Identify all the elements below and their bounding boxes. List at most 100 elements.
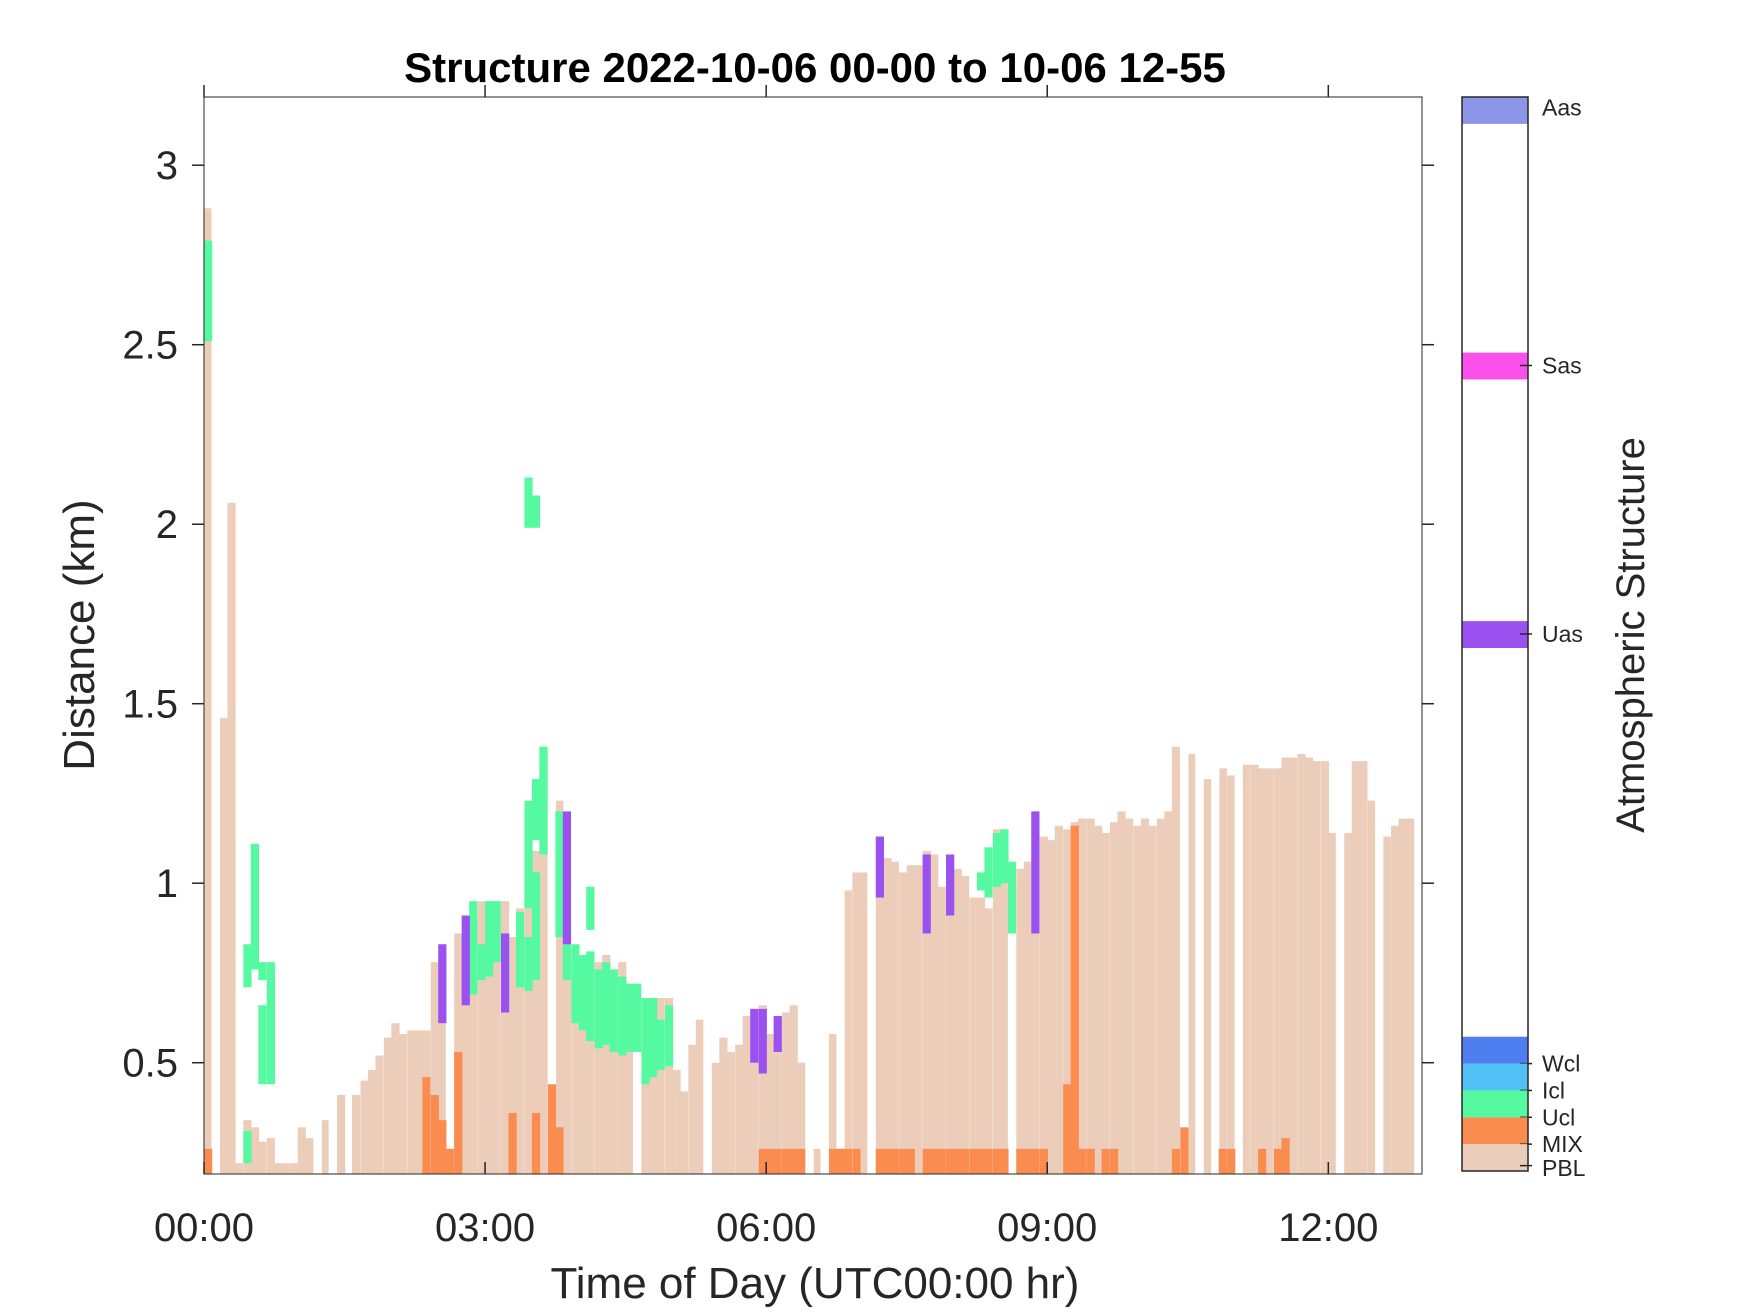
ucl-cell (266, 962, 275, 1085)
colorbar-swatch-aas (1462, 97, 1528, 124)
pbl-cell (1078, 818, 1087, 1174)
pbl-cell (1086, 818, 1095, 1174)
pbl-cell (227, 502, 236, 1174)
ucl-cell (243, 1130, 252, 1164)
mix-cell (852, 1148, 861, 1174)
missing-data-gap (1195, 97, 1204, 1174)
pbl-cell (922, 850, 931, 1174)
missing-data-gap (313, 97, 322, 1174)
mix-cell (1070, 825, 1079, 1174)
uas-cell (946, 854, 955, 916)
pbl-cell (501, 901, 510, 1174)
pbl-cell (485, 919, 494, 1174)
pbl-cell (1140, 818, 1150, 1174)
colorbar-label-uas: Uas (1542, 621, 1583, 647)
mix-cell (555, 1127, 564, 1174)
pbl-cell (656, 998, 665, 1174)
mix-cell (1063, 1084, 1072, 1174)
ucl-cell (578, 955, 587, 1031)
ucl-cell (258, 962, 267, 981)
pbl-cell (953, 868, 962, 1174)
pbl-cell (383, 1037, 393, 1174)
mix-cell (1180, 1127, 1189, 1174)
ucl-cell (1007, 861, 1017, 934)
mix-cell (1101, 1148, 1110, 1174)
pbl-cell (992, 829, 1002, 1174)
colorbar-label-mix: MIX (1542, 1131, 1583, 1157)
ucl-cell (625, 983, 634, 1052)
pbl-cell (1391, 825, 1400, 1174)
mix-cell (969, 1148, 978, 1174)
mix-cell (930, 1148, 939, 1174)
mix-cell (992, 1148, 1002, 1174)
uas-cell (758, 1008, 767, 1074)
colorbar-label-aas: Aas (1542, 95, 1582, 121)
pbl-cell (469, 915, 478, 1174)
pbl-cell (984, 908, 993, 1174)
pbl-cell (742, 1016, 751, 1174)
mix-cell (766, 1148, 775, 1174)
pbl-cell (234, 1163, 244, 1174)
ucl-cell (516, 911, 525, 988)
ucl-cell (485, 901, 494, 977)
ucl-cell (609, 969, 618, 1052)
missing-data-gap (805, 97, 814, 1174)
pbl-cell (664, 998, 674, 1174)
pbl-cell (1288, 757, 1298, 1174)
uas-cell (1031, 811, 1040, 934)
pbl-cell (305, 1138, 314, 1174)
mix-cell (922, 1148, 931, 1174)
pbl-cell (1023, 861, 1033, 1174)
pbl-cell (937, 886, 946, 1174)
colorbar-swatch-pbl (1462, 1144, 1528, 1171)
missing-data-gap (211, 97, 220, 1174)
missing-data-gap (1211, 97, 1220, 1174)
pbl-cell (578, 955, 587, 1174)
ucl-cell (531, 779, 541, 841)
x-tick-label: 00:00 (154, 1206, 254, 1250)
missing-data-gap (836, 97, 845, 1174)
pbl-cell (899, 872, 908, 1174)
mix-cell (1110, 1148, 1119, 1174)
ucl-cell (524, 937, 533, 991)
ucl-cell (586, 951, 595, 1042)
missing-data-gap (633, 97, 642, 1174)
mix-cell (1016, 1148, 1025, 1174)
pbl-cell (1125, 818, 1134, 1174)
pbl-cell (961, 876, 970, 1174)
pbl-cell (1218, 768, 1227, 1174)
pbl-cell (555, 800, 564, 1174)
pbl-cell (524, 876, 533, 1174)
missing-data-gap (703, 97, 712, 1174)
ucl-cell (531, 495, 541, 528)
mix-cell (875, 1148, 884, 1174)
mix-cell (438, 1120, 447, 1174)
pbl-cell (367, 1069, 377, 1174)
pbl-cell (1297, 753, 1306, 1174)
missing-data-gap (1335, 97, 1344, 1174)
ucl-cell (656, 1019, 665, 1070)
pbl-cell (1047, 840, 1056, 1174)
ucl-cell (641, 998, 650, 1085)
uas-cell (773, 1016, 782, 1052)
pbl-cell (719, 1037, 728, 1174)
mix-cell (953, 1148, 962, 1174)
pbl-cell (1258, 768, 1267, 1174)
mix-cell (890, 1148, 899, 1174)
missing-data-gap (1234, 97, 1243, 1174)
pbl-cell (1406, 818, 1415, 1174)
ucl-cell (258, 1005, 267, 1085)
pbl-cell (562, 969, 572, 1174)
pbl-cell (1328, 832, 1337, 1174)
pbl-cell (782, 1012, 791, 1174)
mix-cell (758, 1148, 767, 1174)
y-axis-label: Distance (km) (55, 499, 104, 770)
pbl-cell (797, 1062, 806, 1174)
colorbar-swatch-wcl (1462, 1036, 1528, 1064)
uas-cell (501, 933, 510, 1013)
uas-cell (562, 811, 572, 945)
ucl-cell (984, 847, 993, 898)
colorbar-swatch-mix (1462, 1117, 1528, 1145)
colorbar-swatch-sas (1462, 352, 1528, 380)
pbl-cell (609, 976, 618, 1174)
